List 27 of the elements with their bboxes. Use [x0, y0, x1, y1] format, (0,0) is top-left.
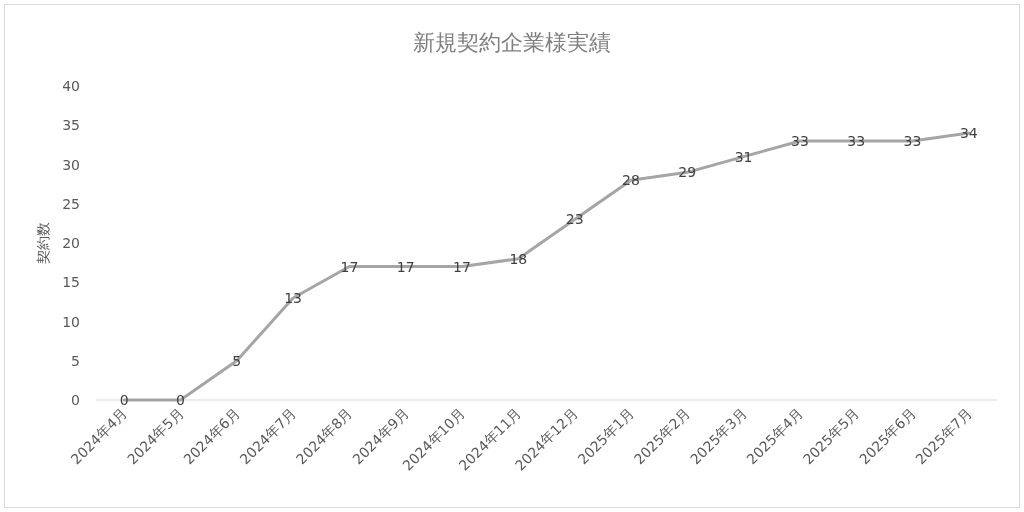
y-tick-label: 35	[62, 117, 80, 134]
y-tick-label: 5	[71, 352, 80, 369]
y-tick-label: 25	[62, 195, 80, 212]
data-label: 33	[790, 132, 809, 149]
data-label: 17	[396, 258, 415, 275]
y-tick-label: 40	[62, 78, 80, 94]
chart-title: 新規契約企業様実績	[413, 30, 611, 55]
data-label: 17	[340, 258, 359, 275]
data-label: 0	[119, 392, 129, 408]
data-label: 31	[734, 148, 753, 165]
y-tick-label: 20	[62, 235, 80, 251]
y-tick-label: 10	[62, 313, 80, 330]
data-label: 33	[903, 132, 922, 149]
data-label: 0	[176, 392, 185, 408]
data-label: 23	[565, 211, 584, 228]
data-label: 33	[847, 132, 866, 149]
y-tick-label: 0	[71, 392, 80, 408]
data-label: 18	[509, 250, 528, 267]
data-label: 34	[959, 125, 978, 142]
data-label: 13	[284, 289, 303, 306]
y-axis-title: 契約数	[35, 222, 51, 264]
y-tick-label: 15	[62, 274, 80, 291]
data-label: 29	[678, 164, 697, 181]
data-label: 28	[622, 172, 640, 189]
data-label: 17	[453, 258, 471, 275]
y-tick-label: 30	[62, 156, 80, 173]
data-label: 5	[232, 352, 242, 369]
